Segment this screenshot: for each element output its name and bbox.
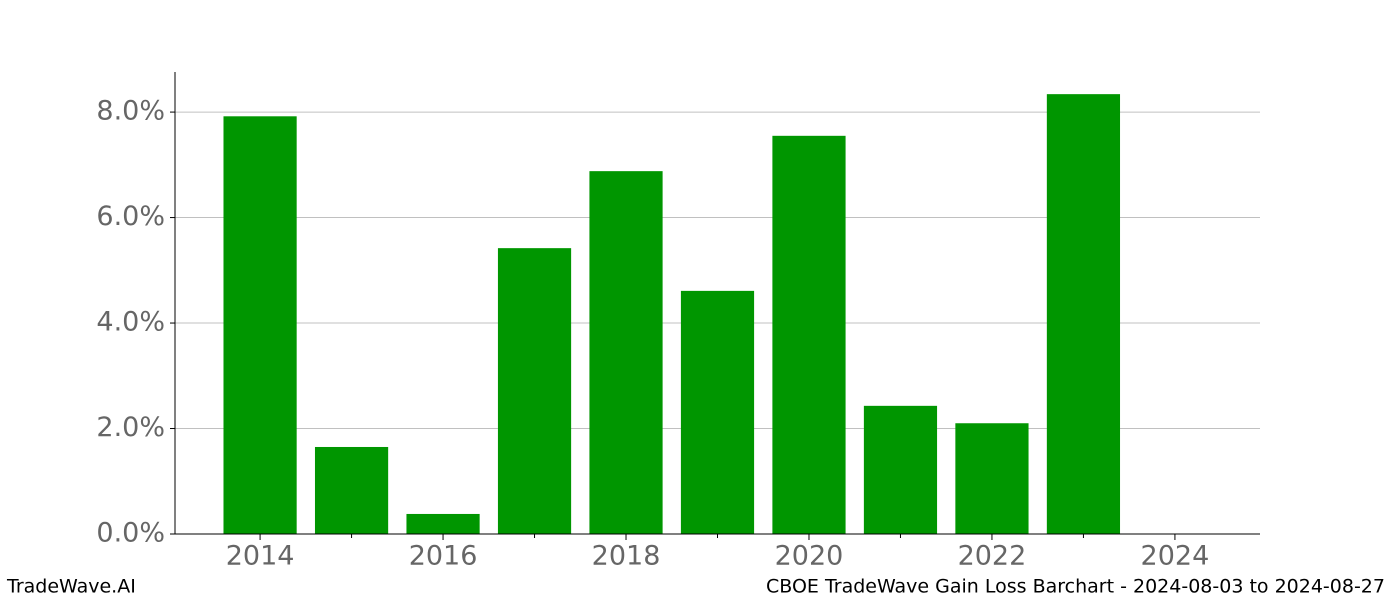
bar: [314, 446, 389, 534]
bar: [589, 171, 663, 534]
y-tick-label: 0.0%: [96, 518, 165, 549]
y-tick-label: 6.0%: [96, 201, 165, 232]
footer-right: CBOE TradeWave Gain Loss Barchart - 2024…: [766, 576, 1385, 598]
x-tick-label: 2024: [1141, 541, 1210, 572]
footer-left: TradeWave.AI: [6, 576, 136, 598]
x-tick-label: 2018: [592, 541, 661, 572]
bar: [1046, 94, 1121, 534]
x-tick-label: 2020: [775, 541, 844, 572]
bar: [863, 405, 938, 534]
y-tick-label: 8.0%: [96, 96, 165, 127]
x-tick-label: 2016: [409, 541, 478, 572]
bar: [406, 513, 480, 534]
bar: [497, 248, 572, 534]
bar: [772, 135, 846, 534]
x-tick-label: 2014: [226, 541, 295, 572]
bar: [955, 423, 1029, 534]
y-tick-label: 4.0%: [96, 307, 165, 338]
x-tick-label: 2022: [958, 541, 1027, 572]
bar: [223, 116, 297, 535]
y-tick-label: 2.0%: [96, 412, 165, 443]
bar: [680, 290, 755, 534]
